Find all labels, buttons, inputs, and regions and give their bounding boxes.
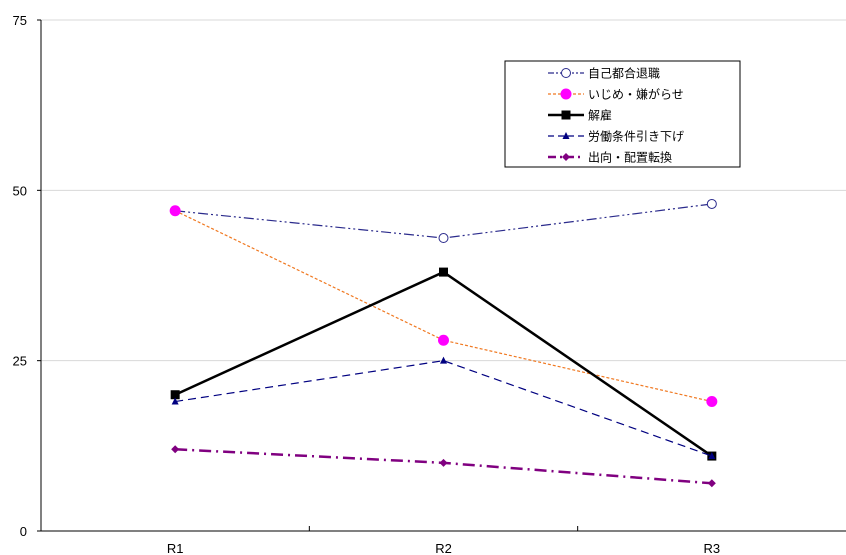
legend-swatch-marker: [561, 110, 571, 120]
legend-swatch-marker: [560, 88, 572, 100]
data-point: [439, 267, 448, 277]
data-point: [169, 205, 181, 217]
legend-label: 出向・配置転換: [588, 150, 672, 165]
legend-swatch-marker: [561, 68, 571, 78]
data-point: [706, 396, 718, 408]
series-group: [169, 198, 718, 488]
series-3: [171, 356, 716, 460]
legend-label: 解雇: [588, 108, 612, 123]
series-line: [175, 203, 712, 239]
legend-item: 労働条件引き下げ: [548, 130, 684, 144]
y-tick-label: 25: [13, 354, 27, 369]
legend-item: 解雇: [548, 108, 612, 123]
series-4: [171, 445, 716, 488]
data-point: [438, 233, 449, 244]
data-point: [707, 479, 716, 488]
data-point: [439, 458, 448, 467]
data-point: [708, 452, 716, 460]
series-line: [174, 270, 713, 458]
legend-label: 労働条件引き下げ: [588, 130, 684, 144]
series-0: [170, 198, 717, 244]
y-tick-label: 0: [20, 524, 27, 539]
x-tick-label: R3: [704, 541, 721, 555]
y-ticks: 0 25 50 75: [13, 13, 41, 539]
axes: [40, 20, 846, 532]
legend-item: いじめ・嫌がらせ: [548, 87, 684, 102]
data-point: [170, 390, 180, 400]
legend-item: 出向・配置転換: [548, 150, 672, 165]
series-2: [170, 267, 717, 461]
y-tick-label: 75: [13, 13, 27, 28]
legend-swatch-marker: [562, 153, 570, 161]
data-point: [171, 397, 179, 405]
data-point: [440, 356, 447, 364]
data-point: [438, 334, 449, 346]
legend-label: 自己都合退職: [588, 66, 660, 81]
x-ticks: R1 R2 R3: [167, 526, 720, 555]
legend-label: いじめ・嫌がらせ: [588, 87, 684, 102]
series-1: [169, 205, 718, 408]
data-point: [706, 198, 717, 209]
legend-box: [504, 60, 741, 168]
legend-item: 自己都合退職: [548, 66, 660, 81]
legend-swatch-marker: [562, 132, 570, 139]
data-point: [171, 445, 180, 454]
y-tick-label: 50: [13, 183, 27, 198]
series-line: [175, 360, 713, 457]
x-tick-label: R2: [435, 541, 452, 555]
x-tick-label: R1: [167, 541, 184, 555]
